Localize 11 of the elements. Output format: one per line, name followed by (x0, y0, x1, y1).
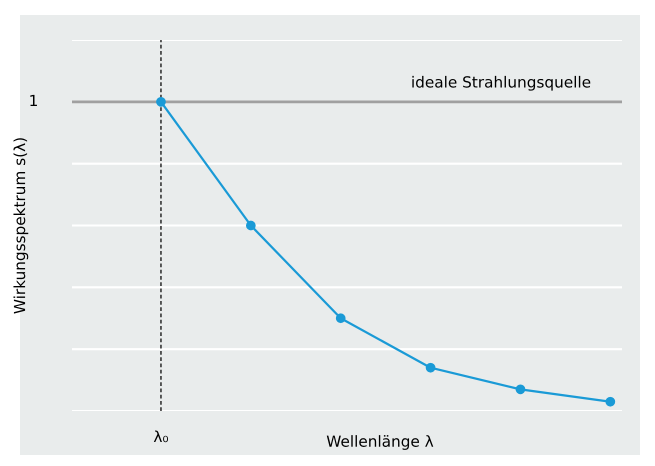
x-axis-title: Wellenlänge λ (326, 435, 434, 450)
point (246, 220, 256, 230)
point (336, 313, 346, 324)
ref-line-label: ideale Strahlungsquelle (412, 76, 590, 91)
point (605, 396, 616, 407)
point (426, 362, 436, 373)
point (516, 384, 526, 394)
y-axis-title: Wirkungsspektrum s(λ) (13, 138, 28, 314)
point (156, 96, 166, 107)
text: 1 (30, 94, 37, 106)
text: λ₀ (154, 430, 168, 442)
